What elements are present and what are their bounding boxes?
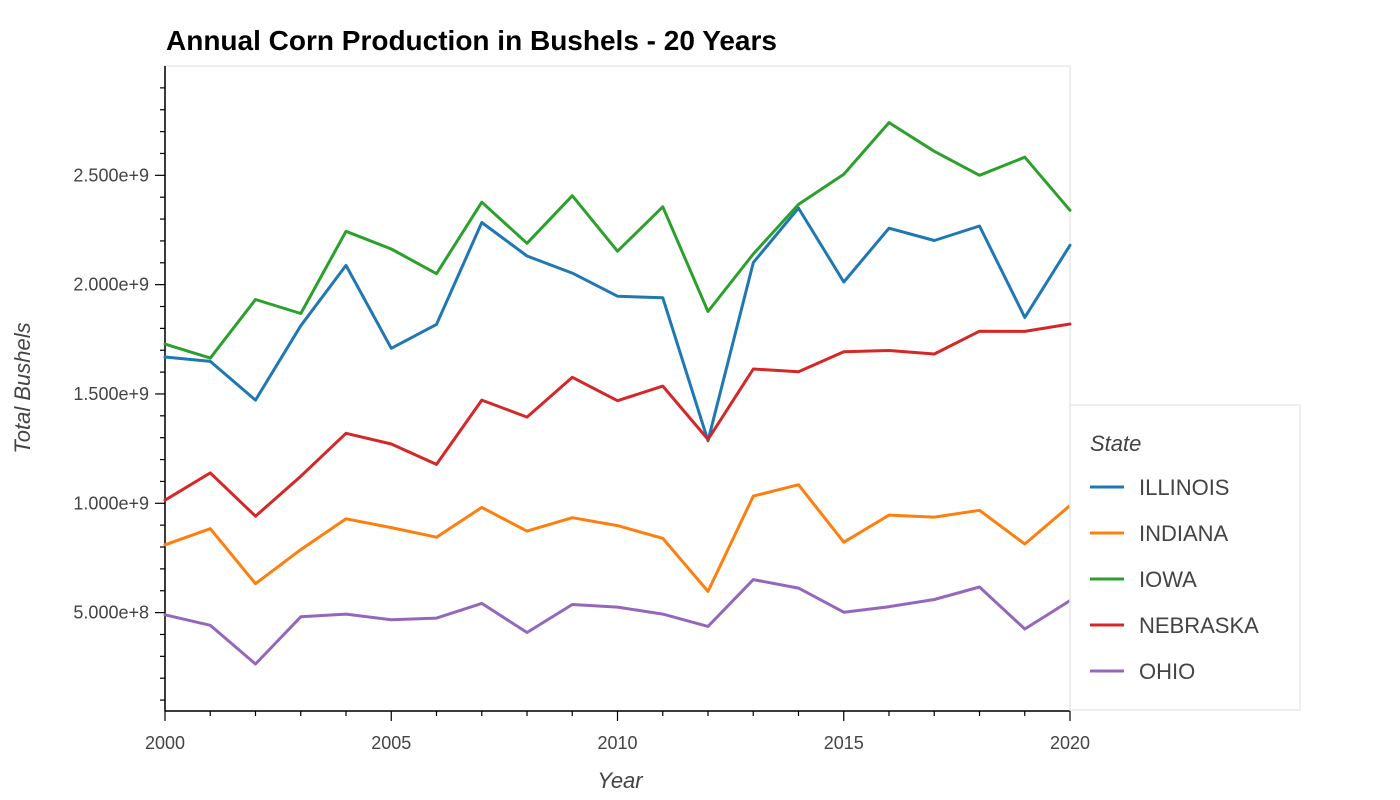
legend-label: OHIO [1139, 659, 1195, 684]
y-axis: 5.000e+8 1.000e+9 1.500e+9 2.000e+9 2.500e+9 [73, 66, 166, 711]
y-tick-label: 1.000e+9 [73, 493, 149, 513]
series-line-nebraska [163, 322, 1072, 518]
legend: State ILLINOIS INDIANA IOWA NEBRASKA OHIO [1069, 404, 1301, 711]
series-line-iowa [163, 121, 1072, 360]
x-tick-label: 2005 [371, 733, 411, 753]
legend-item-iowa: IOWA [1090, 567, 1197, 592]
legend-item-nebraska: NEBRASKA [1090, 613, 1259, 638]
chart-title: Annual Corn Production in Bushels - 20 Y… [166, 25, 777, 56]
legend-box [1069, 404, 1301, 711]
series-line-ohio [163, 578, 1072, 666]
legend-label: INDIANA [1139, 521, 1229, 546]
legend-title: State [1090, 431, 1141, 456]
y-tick-label: 5.000e+8 [73, 603, 149, 623]
legend-item-indiana: INDIANA [1090, 521, 1229, 546]
plot-area [164, 65, 1071, 712]
legend-item-illinois: ILLINOIS [1090, 475, 1229, 500]
y-tick-label: 2.000e+9 [73, 275, 149, 295]
series-line-illinois [163, 206, 1072, 443]
legend-item-ohio: OHIO [1090, 659, 1195, 684]
x-tick-label: 2015 [824, 733, 864, 753]
y-axis-label: Total Bushels [10, 322, 35, 453]
legend-label: IOWA [1139, 567, 1197, 592]
legend-label: ILLINOIS [1139, 475, 1229, 500]
legend-label: NEBRASKA [1139, 613, 1259, 638]
x-tick-label: 2010 [597, 733, 637, 753]
legend-items: ILLINOIS INDIANA IOWA NEBRASKA OHIO [1090, 475, 1259, 684]
plot-border [164, 65, 1071, 712]
x-tick-label: 2020 [1050, 733, 1090, 753]
x-axis: 2000 2005 2010 2015 2020 [145, 710, 1090, 753]
y-tick-label: 1.500e+9 [73, 384, 149, 404]
x-tick-label: 2000 [145, 733, 185, 753]
x-axis-label: Year [597, 768, 644, 793]
y-tick-label: 2.500e+9 [73, 165, 149, 185]
series-lines [163, 121, 1072, 666]
series-line-indiana [163, 483, 1072, 593]
